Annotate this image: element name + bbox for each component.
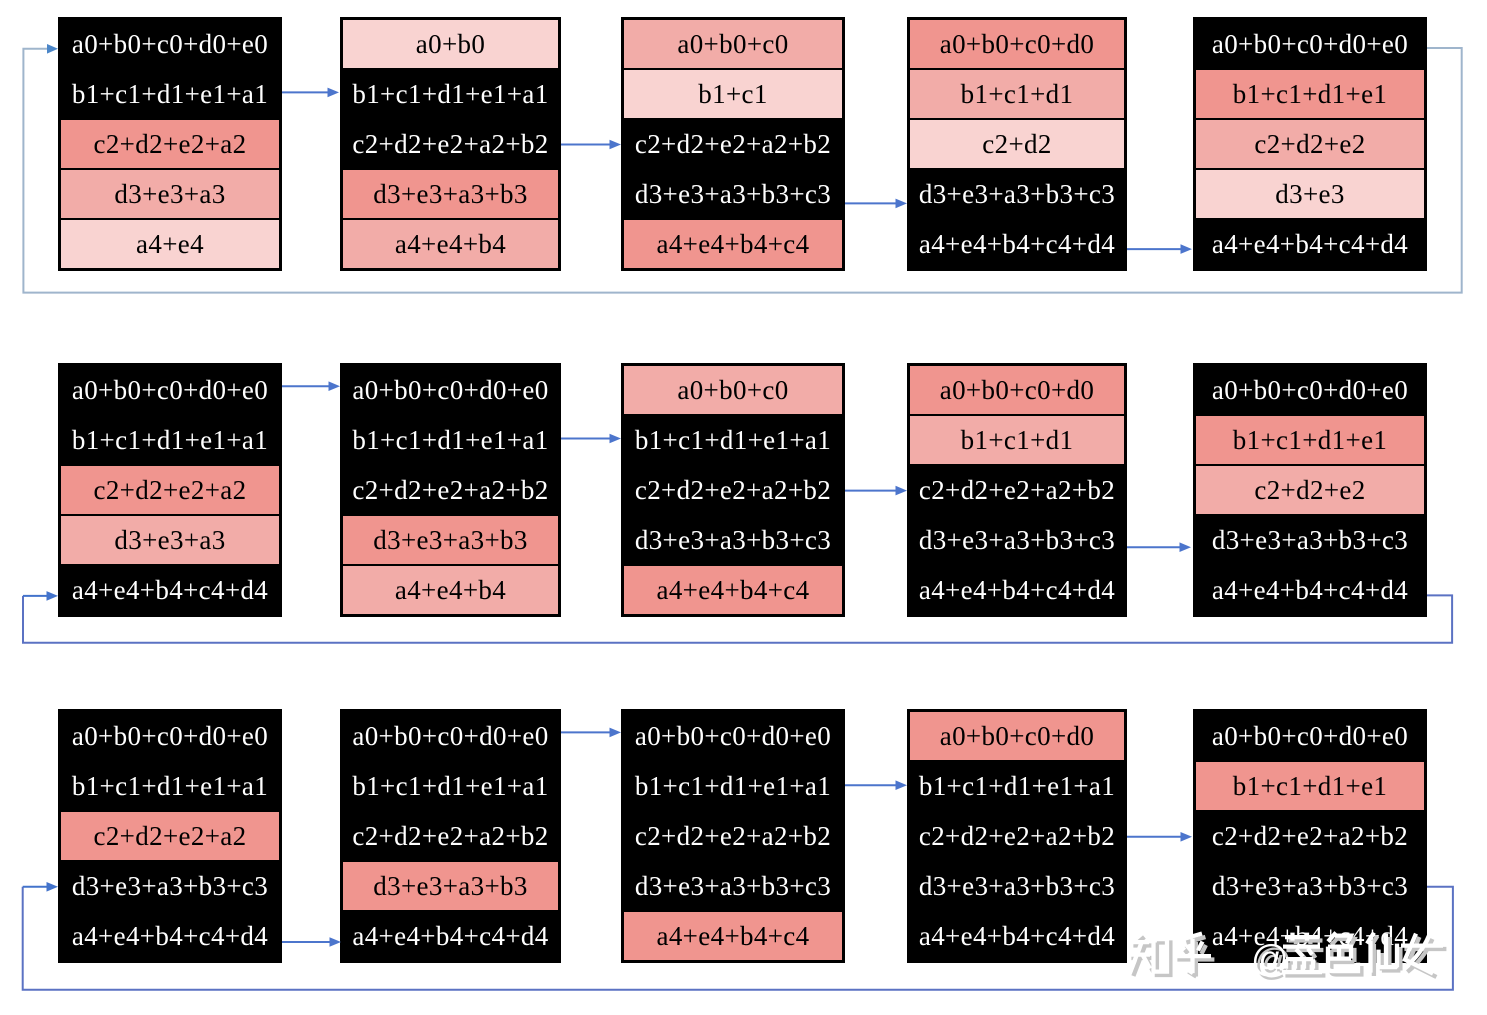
svg-text:@: @ [1251, 938, 1289, 979]
